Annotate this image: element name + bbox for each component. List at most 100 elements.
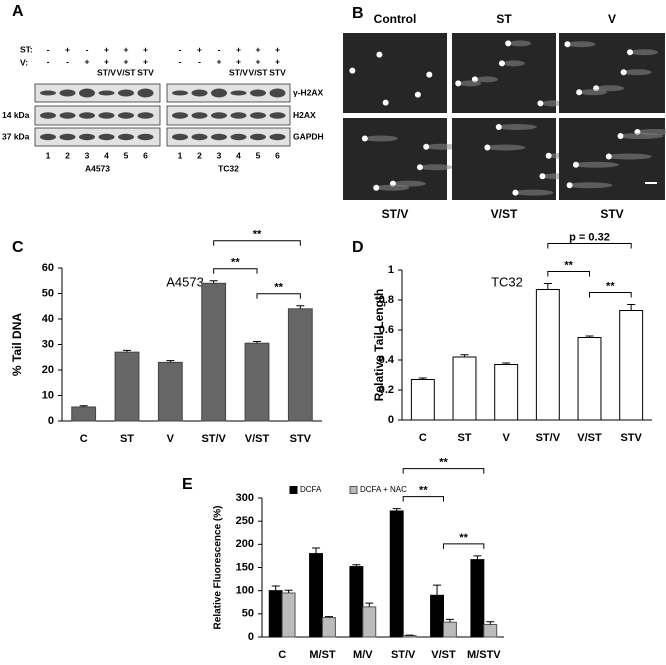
error-bar — [460, 354, 469, 357]
comet-tail — [496, 124, 537, 131]
comet-head — [537, 100, 544, 107]
y-tick-label: 250 — [236, 515, 254, 527]
blot-band — [211, 88, 227, 98]
bar — [410, 379, 435, 421]
lane-number: 3 — [217, 150, 222, 160]
x-tick-label: STV — [620, 432, 642, 444]
lane-number: 1 — [46, 150, 51, 160]
significance-label: ** — [439, 457, 448, 469]
blot-band — [98, 112, 115, 119]
comet-head — [495, 124, 502, 131]
y-tick-label: 50 — [242, 608, 254, 620]
significance-label: ** — [606, 280, 615, 292]
row-label: ST: — [20, 44, 33, 54]
v-sign: + — [85, 56, 90, 66]
treatment-label: V/ST — [117, 67, 137, 77]
significance-bracket — [402, 496, 444, 502]
blot-band — [40, 112, 56, 119]
treatment-label: ST/V — [229, 67, 248, 77]
error-bar — [166, 360, 175, 363]
comet-label: ST/V — [382, 207, 409, 221]
blot-band — [191, 133, 208, 141]
panel-label: B — [352, 5, 364, 22]
blot-band — [172, 133, 188, 141]
comet-head — [373, 184, 380, 191]
x-tick-label: ST/V — [391, 649, 416, 661]
y-tick-label: 100 — [236, 585, 254, 597]
v-sign: + — [275, 56, 280, 66]
blot-band — [40, 90, 56, 96]
comet-tail — [567, 41, 596, 48]
y-tick-label: 300 — [236, 492, 254, 504]
comet-label: Control — [374, 12, 417, 26]
bar — [201, 282, 227, 422]
significance-bracket — [547, 271, 590, 277]
band-label: GAPDH — [293, 131, 324, 141]
comet-head — [416, 164, 423, 171]
error-bar — [123, 349, 131, 353]
bar — [402, 635, 417, 638]
error-bar — [253, 340, 261, 344]
cell-line: A4573 — [85, 163, 110, 173]
legend-label: DCFA — [300, 485, 322, 494]
blot-band — [172, 112, 188, 119]
y-tick-label: 200 — [236, 538, 254, 550]
comet-head — [539, 173, 546, 180]
blot-band — [137, 88, 154, 98]
comet-head — [572, 161, 579, 168]
significance-bracket — [213, 268, 258, 274]
blot-band — [230, 90, 247, 96]
error-bar — [296, 305, 305, 309]
st-sign: - — [218, 44, 221, 54]
comet-tail — [513, 189, 554, 196]
significance-label: ** — [274, 282, 283, 294]
comet-head — [349, 67, 356, 74]
bar — [619, 310, 644, 421]
y-axis-label: % Tail DNA — [10, 313, 24, 376]
comet-tail — [375, 184, 410, 191]
x-tick-label: M/ST — [309, 649, 336, 661]
blot-frame — [34, 105, 161, 126]
comet-head — [423, 143, 430, 150]
v-sign: - — [66, 56, 69, 66]
comet-head — [484, 144, 491, 151]
lane-number: 6 — [143, 150, 148, 160]
blot-band — [191, 112, 208, 119]
bar — [157, 361, 183, 422]
st-sign: - — [179, 44, 182, 54]
y-tick-label: 150 — [236, 561, 254, 573]
y-tick-label: 50 — [42, 287, 54, 299]
comet-tail — [475, 76, 498, 83]
error-bar — [392, 508, 401, 511]
blot-band — [79, 88, 95, 98]
x-tick-label: ST — [120, 433, 134, 445]
significance-bracket — [443, 543, 485, 549]
lane-number: 4 — [104, 150, 109, 160]
legend-swatch — [289, 486, 298, 494]
lane-number: 5 — [124, 150, 129, 160]
comet-head — [426, 71, 433, 78]
x-tick-label: STV — [290, 433, 312, 445]
blot-frame — [166, 105, 291, 126]
bar — [535, 289, 560, 421]
x-tick-label: ST/V — [536, 432, 561, 444]
lane-number: 1 — [178, 150, 183, 160]
st-sign: - — [86, 44, 89, 54]
x-tick-label: V — [167, 433, 175, 445]
bar — [349, 566, 364, 638]
y-tick-label: 0.8 — [379, 294, 394, 306]
bar — [430, 594, 444, 638]
comet-head — [505, 40, 512, 47]
bar — [322, 617, 336, 638]
y-tick-label: 1 — [388, 264, 394, 276]
treatment-label: STV — [137, 67, 154, 77]
bar — [452, 356, 477, 421]
error-bar — [79, 405, 88, 407]
blot-frame — [34, 127, 161, 147]
x-tick-label: ST/V — [201, 433, 226, 445]
blot-band — [79, 112, 95, 119]
comet-head — [376, 51, 383, 58]
cell-line: TC32 — [218, 163, 239, 173]
blot-band — [269, 88, 286, 98]
